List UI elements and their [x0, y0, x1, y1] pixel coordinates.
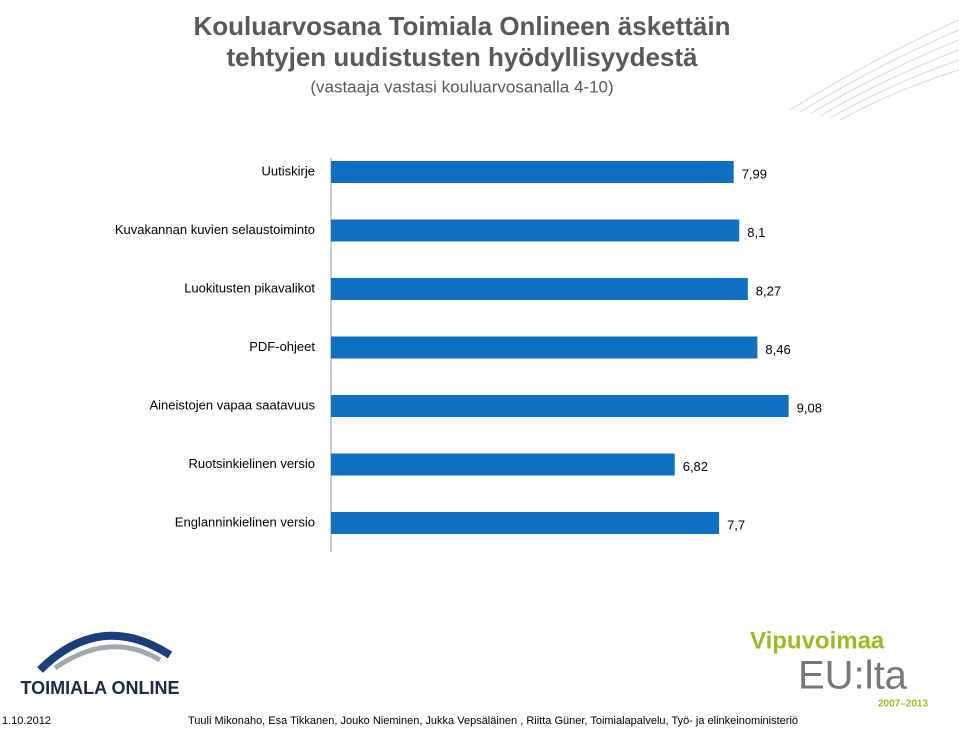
logo-right: Vipuvoimaa EU:lta 2007–2013: [750, 627, 928, 709]
chart-title: tehtyjen uudistusten hyödyllisyydestä: [227, 42, 699, 72]
value-label: 7,99: [742, 166, 767, 181]
category-label: Aineistojen vapaa saatavuus: [149, 397, 315, 412]
value-label: 7,7: [727, 517, 745, 532]
bar: [331, 453, 675, 476]
bar: [331, 219, 740, 242]
category-label: Englanninkielinen versio: [175, 514, 315, 529]
value-label: 6,82: [683, 459, 708, 474]
bar: [331, 161, 734, 183]
value-label: 9,08: [797, 400, 822, 415]
category-label: Kuvakannan kuvien selaustoiminto: [115, 222, 315, 237]
bar: [331, 395, 789, 417]
logo-left: TOIMIALA ONLINE: [21, 631, 180, 698]
logo-text: 2007–2013: [878, 699, 928, 710]
logo-text: TOIMIALA ONLINE: [21, 678, 180, 698]
logo-text: EU:lta: [798, 654, 908, 698]
category-label: Uutiskirje: [262, 163, 315, 178]
bar: [331, 278, 748, 300]
category-label: Luokitusten pikavalikot: [184, 280, 315, 295]
footer-authors: Tuuli Mikonaho, Esa Tikkanen, Jouko Niem…: [188, 715, 798, 727]
footer-date: 1.10.2012: [2, 715, 51, 727]
logo-text: Vipuvoimaa: [750, 627, 885, 654]
chart-title: Kouluarvosana Toimiala Onlineen äskettäi…: [194, 11, 731, 41]
plot: Uutiskirje 7,99 Kuvakannan kuvien selausto…: [115, 161, 822, 534]
bar: [331, 336, 758, 359]
category-label: PDF-ohjeet: [249, 339, 315, 354]
category-label: Ruotsinkielinen versio: [189, 456, 315, 471]
chart-subtitle: (vastaaja vastasi kouluarvosanalla 4-10): [310, 77, 613, 96]
decor-swoosh: [789, 19, 959, 121]
value-label: 8,27: [756, 283, 781, 298]
bar: [331, 512, 720, 534]
value-label: 8,46: [765, 342, 790, 357]
value-label: 8,1: [747, 225, 765, 240]
